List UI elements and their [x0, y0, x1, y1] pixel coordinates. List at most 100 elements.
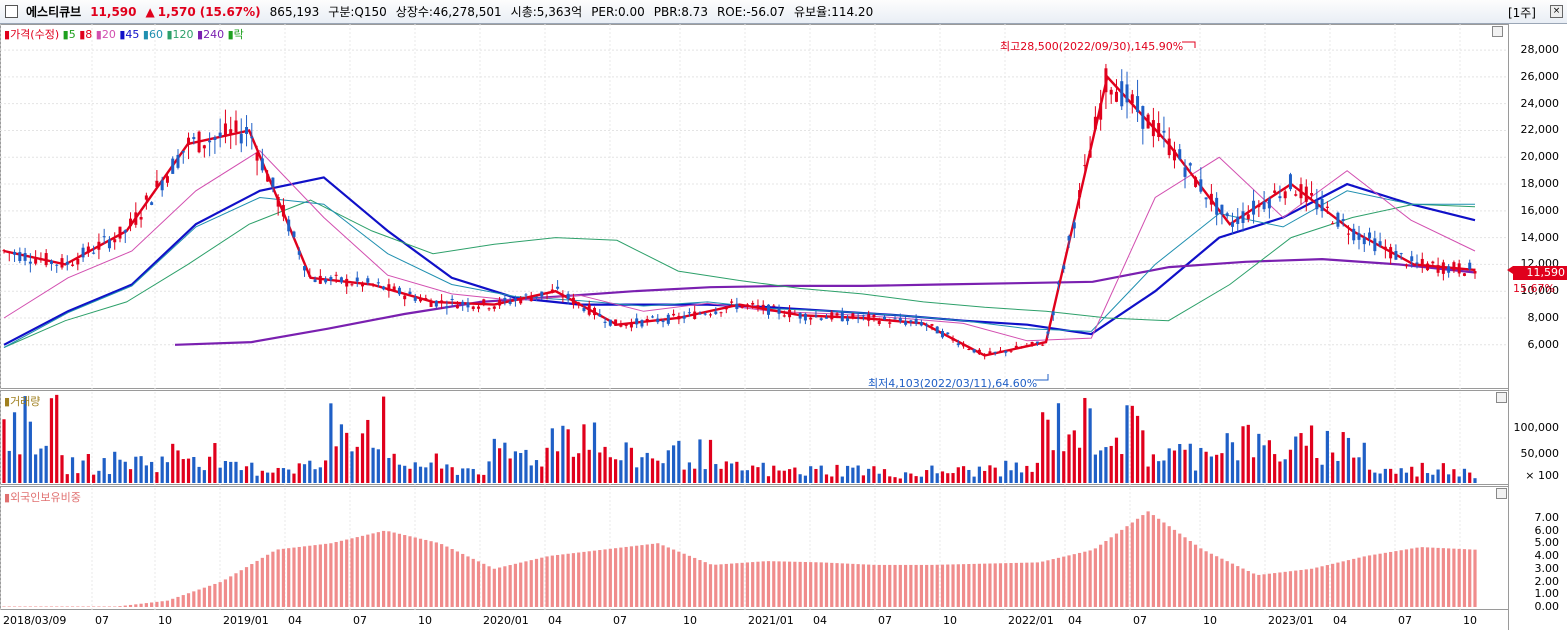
- candle-body: [419, 298, 423, 302]
- legend-ma60[interactable]: ▮60: [142, 28, 163, 41]
- candle-body: [1346, 233, 1350, 235]
- foreign-ratio-bar: [735, 563, 739, 607]
- foreign-ratio-bar: [482, 563, 486, 607]
- candle-body: [1225, 213, 1229, 217]
- candle-body: [1373, 238, 1377, 252]
- foreign-ratio-bar: [1404, 549, 1409, 607]
- candle-body: [1447, 266, 1451, 273]
- foreign-ratio-bar: [387, 531, 391, 607]
- legend-price[interactable]: ▮가격(수정): [4, 28, 60, 41]
- legend-down[interactable]: ▮락: [227, 28, 244, 41]
- foreign-ratio-bar: [1025, 562, 1029, 607]
- foreign-ratio-bar: [1447, 548, 1451, 607]
- legend-ma45[interactable]: ▮45: [119, 28, 140, 41]
- foreign-ratio-bar: [202, 587, 206, 607]
- grid-lines: [0, 24, 1508, 610]
- close-icon[interactable]: ×: [1550, 5, 1563, 18]
- foreign-pane-close-icon[interactable]: [1496, 488, 1507, 499]
- foreign-ratio-bar: [123, 605, 127, 607]
- foreign-ratio-bar: [1468, 549, 1472, 607]
- volume-bar: [387, 457, 391, 483]
- foreign-ratio-bar: [1452, 548, 1456, 607]
- foreign-ratio-bar: [1367, 555, 1372, 607]
- foreign-ratio-bar: [1056, 557, 1061, 607]
- candle-body: [830, 312, 834, 320]
- candle-body: [988, 351, 992, 355]
- candle-body: [1188, 163, 1192, 166]
- volume-pane-close-icon[interactable]: [1496, 392, 1507, 403]
- volume-bar: [107, 474, 112, 483]
- foreign-ratio-bar: [350, 538, 354, 607]
- candle-body: [656, 318, 660, 323]
- candle-body: [139, 217, 143, 220]
- volume-bar: [1193, 470, 1198, 483]
- foreign-ratio-bar: [450, 549, 454, 607]
- foreign-ratio-bar: [392, 532, 396, 607]
- candle-body: [276, 196, 280, 207]
- foreign-ratio-bar: [1067, 555, 1071, 607]
- volume-bar: [334, 446, 338, 483]
- candle-body: [18, 252, 22, 261]
- legend-ma240[interactable]: ▮240: [197, 28, 225, 41]
- volume-bar: [935, 473, 939, 483]
- candle-body: [935, 326, 939, 334]
- legend-ma20[interactable]: ▮20: [95, 28, 116, 41]
- candle-body: [197, 131, 201, 153]
- volume-bar: [197, 466, 201, 483]
- volume-bar: [577, 453, 581, 483]
- foreign-ratio-bar: [624, 546, 628, 607]
- candle-body: [1288, 174, 1292, 190]
- candle-body: [1394, 250, 1398, 260]
- volume-bar: [1331, 452, 1335, 483]
- volume-bar: [814, 468, 818, 483]
- volume-bar: [234, 461, 238, 483]
- candle-body: [703, 313, 707, 315]
- candle-body: [260, 158, 264, 171]
- select-checkbox[interactable]: [5, 5, 18, 18]
- volume-bars: [2, 394, 1477, 483]
- period-selector[interactable]: [1주]: [1507, 6, 1536, 20]
- roe-value: ROE:-56.07: [716, 4, 786, 19]
- foreign-ratio-bar: [703, 562, 707, 607]
- foreign-tick-label: 2.00: [1534, 574, 1560, 588]
- candle-body: [577, 302, 581, 306]
- foreign-ratio-bar: [7, 606, 11, 607]
- volume-bar: [139, 456, 143, 483]
- ma45-line: [3, 176, 1476, 346]
- candle-body: [598, 314, 602, 317]
- stock-name[interactable]: 에스티큐브: [26, 5, 82, 19]
- volume-bar: [403, 465, 407, 483]
- candle-body: [693, 311, 697, 319]
- foreign-ratio-bar: [561, 554, 565, 607]
- volume-bar: [134, 456, 138, 483]
- time-tick-label: 07: [878, 614, 892, 627]
- candle-body: [1441, 262, 1445, 274]
- volume-bar: [498, 448, 502, 483]
- foreign-ratio-bar: [150, 602, 154, 607]
- price-pane-minimize-icon[interactable]: [1492, 26, 1503, 37]
- foreign-ratio-bar: [640, 545, 644, 607]
- volume-bar: [893, 477, 897, 483]
- volume-bar: [1088, 408, 1092, 483]
- candle-body: [1352, 228, 1356, 241]
- volume-bar: [1109, 445, 1113, 483]
- foreign-ratio-bar: [1220, 558, 1224, 607]
- candle-body: [1331, 223, 1335, 225]
- candle-body: [492, 306, 496, 309]
- foreign-ratio-bar: [287, 548, 291, 607]
- candle-body: [1062, 265, 1066, 270]
- foreign-tick-label: 1.00: [1534, 587, 1560, 601]
- candle-body: [540, 291, 544, 297]
- foreign-ratio-bar: [1362, 556, 1366, 607]
- volume-bar: [155, 472, 159, 483]
- foreign-ratio-bar: [598, 550, 602, 607]
- legend-ma8[interactable]: ▮8: [79, 28, 93, 41]
- volume-bar: [745, 470, 750, 483]
- foreign-ratio-bar: [872, 564, 876, 607]
- legend-ma120[interactable]: ▮120: [166, 28, 194, 41]
- legend-ma5[interactable]: ▮5: [62, 28, 76, 41]
- foreign-ratio-bar: [1304, 569, 1308, 607]
- candle-body: [730, 301, 734, 303]
- volume-bar: [1257, 433, 1261, 483]
